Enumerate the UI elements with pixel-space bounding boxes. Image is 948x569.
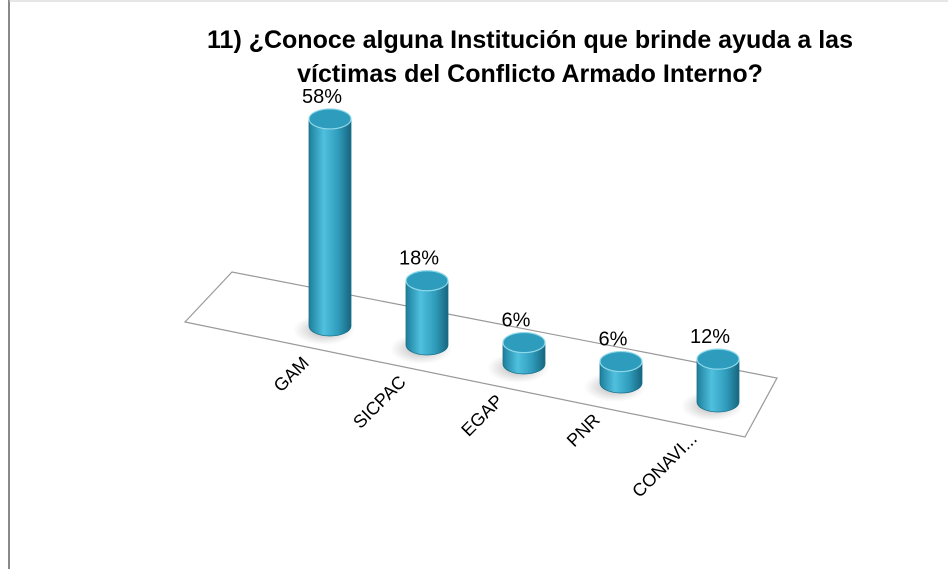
- data-label: 18%: [399, 248, 439, 270]
- bar-top: [599, 350, 643, 373]
- bar-body: [696, 358, 740, 413]
- data-label: 58%: [302, 86, 342, 108]
- x-tick-label: SICPAC: [349, 372, 410, 433]
- chart-title: víctimas del Conflicto Armado Interno?: [297, 60, 763, 88]
- bar: [308, 108, 352, 337]
- bar-top: [502, 331, 546, 354]
- bar: [405, 270, 449, 356]
- bar: [599, 350, 643, 394]
- bar-body: [308, 118, 352, 337]
- bar: [502, 331, 546, 375]
- data-label: 6%: [502, 310, 531, 332]
- data-label: 12%: [690, 326, 730, 348]
- x-tick-label: EGAP: [457, 391, 507, 441]
- bar-top: [696, 348, 740, 370]
- x-tick-label: PNR: [563, 410, 604, 451]
- bar-top: [308, 108, 352, 130]
- bar: [696, 348, 740, 413]
- bar-body: [405, 280, 449, 356]
- data-label: 6%: [599, 329, 628, 351]
- x-tick-label: GAM: [270, 353, 313, 396]
- x-tick-label: CONAVI...: [628, 429, 701, 502]
- bar-top: [405, 270, 449, 292]
- chart-title: 11) ¿Conoce alguna Institución que brind…: [207, 26, 853, 54]
